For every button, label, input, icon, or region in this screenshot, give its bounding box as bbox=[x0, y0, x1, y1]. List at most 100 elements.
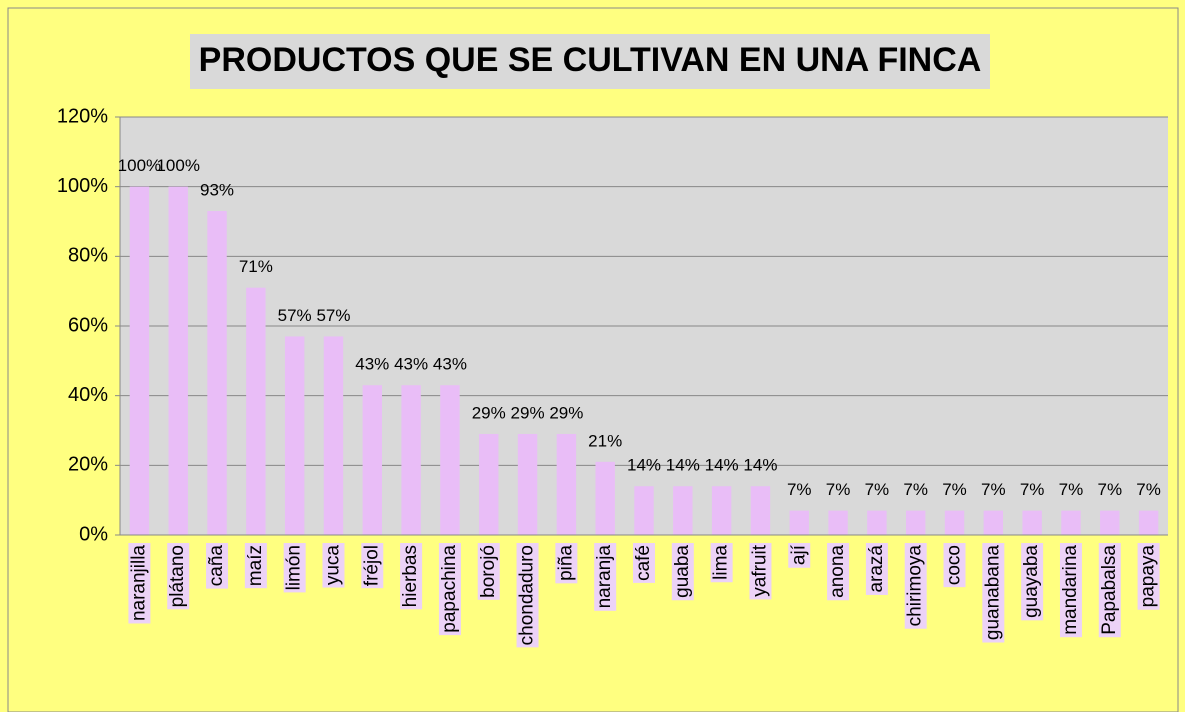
x-tick-label: plátano bbox=[167, 545, 188, 607]
x-label-box bbox=[594, 543, 617, 611]
x-tick-label: guaba bbox=[672, 545, 693, 598]
x-label-box bbox=[555, 543, 578, 584]
data-label: 21% bbox=[588, 431, 622, 450]
x-tick-label: café bbox=[633, 545, 654, 581]
bar bbox=[440, 385, 460, 535]
x-tick-label: guayaba bbox=[1021, 545, 1042, 618]
x-label-box bbox=[633, 543, 655, 583]
title-box bbox=[190, 34, 990, 89]
data-label: 7% bbox=[865, 480, 890, 499]
x-tick-label: coco bbox=[944, 545, 965, 585]
data-label: 14% bbox=[666, 456, 700, 475]
x-tick-label: papachina bbox=[439, 545, 460, 633]
bar bbox=[750, 486, 771, 535]
bar bbox=[1061, 510, 1081, 535]
data-label: 7% bbox=[981, 480, 1006, 499]
data-label: 100% bbox=[118, 156, 161, 175]
bar bbox=[634, 486, 654, 535]
y-tick-label: 40% bbox=[68, 384, 108, 406]
bar bbox=[362, 385, 382, 535]
y-tick-label: 60% bbox=[68, 314, 108, 336]
x-label-box bbox=[749, 543, 772, 600]
x-tick-label: piña bbox=[555, 545, 576, 581]
bar bbox=[711, 486, 732, 535]
x-label-box bbox=[438, 543, 461, 636]
bar bbox=[517, 433, 538, 535]
x-tick-label: lima bbox=[711, 545, 732, 580]
x-tick-label: Papabalsa bbox=[1099, 545, 1120, 635]
bar bbox=[789, 510, 809, 535]
bar bbox=[323, 336, 344, 535]
data-label: 57% bbox=[316, 306, 350, 325]
data-label: 93% bbox=[200, 181, 234, 200]
bar bbox=[595, 461, 615, 535]
bar bbox=[673, 486, 693, 535]
x-tick-label: naranja bbox=[594, 545, 615, 609]
x-label-box bbox=[244, 543, 267, 589]
x-label-box bbox=[671, 543, 694, 601]
x-tick-label: mandarina bbox=[1060, 545, 1081, 635]
x-label-box bbox=[206, 543, 229, 589]
x-tick-label: caña bbox=[206, 545, 227, 587]
chart-border bbox=[7, 7, 1179, 712]
data-label: 7% bbox=[1020, 480, 1045, 499]
data-label: 7% bbox=[903, 480, 928, 499]
x-tick-label: chirimoya bbox=[905, 545, 926, 627]
x-label-box bbox=[1021, 543, 1044, 621]
bar bbox=[1022, 510, 1042, 535]
x-label-box bbox=[361, 543, 384, 589]
x-label-box bbox=[322, 543, 345, 588]
bar bbox=[401, 385, 421, 535]
x-tick-label: naranjilla bbox=[128, 545, 149, 621]
data-label: 14% bbox=[705, 456, 739, 475]
data-label: 7% bbox=[1097, 480, 1122, 499]
data-label: 14% bbox=[743, 456, 777, 475]
data-label: 7% bbox=[942, 480, 967, 499]
x-label-box bbox=[1137, 543, 1160, 610]
data-label: 29% bbox=[549, 403, 583, 422]
y-tick-label: 80% bbox=[68, 245, 108, 267]
x-tick-label: fréjol bbox=[361, 545, 382, 586]
y-tick-label: 100% bbox=[57, 175, 108, 197]
x-label-box bbox=[904, 543, 927, 629]
bar bbox=[556, 433, 577, 535]
x-label-box bbox=[827, 543, 850, 601]
x-tick-label: ají bbox=[788, 544, 809, 565]
x-tick-label: yuca bbox=[322, 545, 343, 586]
bar bbox=[867, 510, 887, 535]
data-label: 29% bbox=[511, 403, 545, 422]
data-label: 7% bbox=[787, 480, 812, 499]
x-label-box bbox=[943, 543, 966, 588]
x-label-box bbox=[788, 543, 811, 568]
bar bbox=[246, 287, 266, 535]
x-tick-label: borojó bbox=[478, 545, 499, 598]
x-tick-label: anona bbox=[827, 545, 848, 598]
x-label-box bbox=[128, 543, 151, 624]
x-label-box bbox=[283, 543, 306, 593]
x-tick-label: guanabana bbox=[982, 545, 1003, 641]
x-label-box bbox=[167, 543, 190, 610]
x-label-box bbox=[710, 543, 733, 583]
data-label: 7% bbox=[1136, 480, 1161, 499]
bar bbox=[479, 433, 499, 535]
bar bbox=[129, 186, 150, 535]
data-label: 7% bbox=[826, 480, 851, 499]
data-label: 43% bbox=[355, 355, 389, 374]
y-tick-label: 0% bbox=[79, 523, 108, 545]
bar bbox=[828, 510, 848, 535]
data-label: 14% bbox=[627, 456, 661, 475]
data-label: 7% bbox=[1059, 480, 1084, 499]
x-label-box bbox=[516, 543, 539, 648]
bar bbox=[983, 510, 1004, 535]
data-label: 43% bbox=[394, 355, 428, 374]
bar bbox=[207, 211, 227, 536]
bar bbox=[284, 336, 305, 535]
x-label-box bbox=[400, 543, 423, 610]
x-label-box bbox=[982, 543, 1005, 643]
x-label-box bbox=[1059, 543, 1082, 638]
data-label: 71% bbox=[239, 257, 273, 276]
x-label-box bbox=[1098, 543, 1121, 638]
data-label: 100% bbox=[156, 156, 199, 175]
x-label-box bbox=[477, 543, 500, 600]
